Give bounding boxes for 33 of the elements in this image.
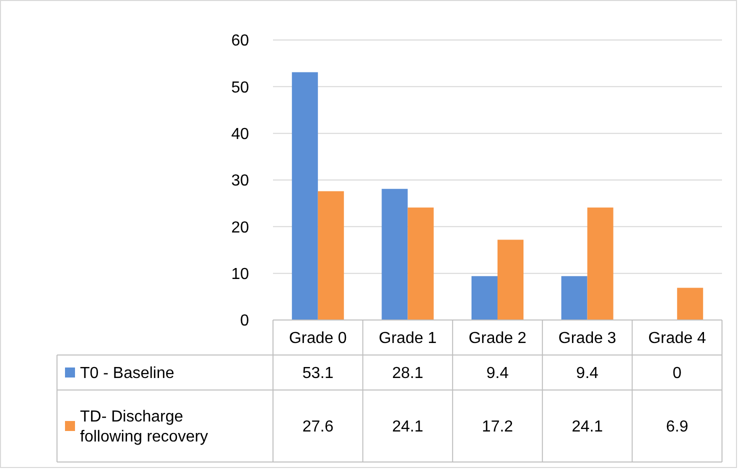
bar xyxy=(382,188,408,320)
y-tick-label: 20 xyxy=(231,219,250,236)
bar xyxy=(587,208,614,320)
bar xyxy=(498,240,524,320)
bar xyxy=(292,72,318,320)
legend-label: T0 - Baseline xyxy=(80,365,174,382)
y-tick-label: 0 xyxy=(240,312,250,330)
x-tick-label: Grade 3 xyxy=(558,330,616,348)
x-tick-label: Grade 4 xyxy=(648,330,706,348)
y-tick-label: 30 xyxy=(231,172,250,190)
x-tick-label: Grade 1 xyxy=(378,330,437,348)
data-label: 28.1 xyxy=(392,365,424,382)
bar xyxy=(561,276,588,320)
bar xyxy=(408,208,434,320)
x-tick-label: Grade 2 xyxy=(468,330,527,348)
data-label: 27.6 xyxy=(302,418,334,436)
y-tick-label: 40 xyxy=(231,126,250,143)
data-label: 6.9 xyxy=(666,418,688,436)
y-tick-label: 50 xyxy=(231,79,250,96)
data-label: 24.1 xyxy=(572,418,603,436)
bar xyxy=(677,288,704,320)
legend-label: TD- Discharge following recovery xyxy=(80,408,208,446)
x-tick-label: Grade 0 xyxy=(288,330,347,348)
y-tick-label: 60 xyxy=(231,32,250,50)
data-label: 0 xyxy=(672,365,682,382)
y-tick-label: 10 xyxy=(231,266,250,283)
data-label: 53.1 xyxy=(302,365,334,382)
bar xyxy=(472,276,498,320)
bar xyxy=(318,191,344,320)
data-label: 17.2 xyxy=(482,418,514,436)
data-label: 9.4 xyxy=(576,365,599,382)
data-label: 9.4 xyxy=(486,365,509,382)
data-label: 24.1 xyxy=(392,418,424,436)
